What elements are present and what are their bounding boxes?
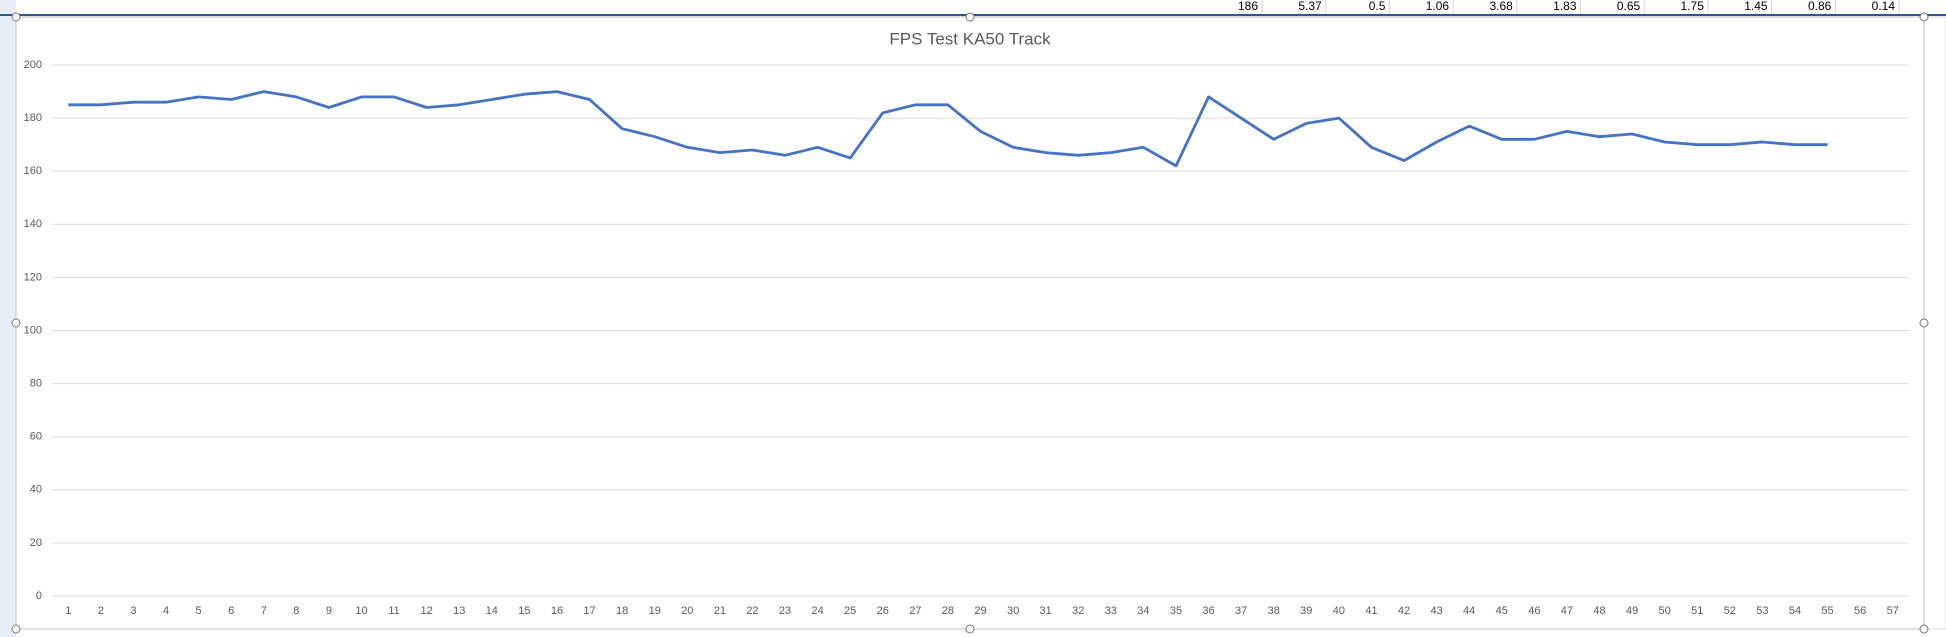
y-tick-label: 180 — [24, 112, 42, 124]
y-tick-label: 20 — [30, 537, 42, 549]
x-tick-label: 44 — [1463, 605, 1475, 617]
x-tick-label: 14 — [486, 605, 498, 617]
cell-value: 186 — [1238, 0, 1258, 13]
x-tick-label: 49 — [1626, 605, 1638, 617]
cell-value: 3.68 — [1489, 0, 1513, 13]
x-tick-label: 37 — [1235, 605, 1247, 617]
x-tick-label: 11 — [388, 605, 399, 617]
x-tick-label: 4 — [163, 605, 169, 617]
cell-value: 1.83 — [1553, 0, 1577, 13]
x-tick-label: 52 — [1724, 605, 1736, 617]
x-tick-label: 35 — [1170, 605, 1182, 617]
x-tick-label: 34 — [1137, 605, 1149, 617]
y-tick-label: 60 — [30, 431, 42, 443]
handles — [11, 12, 1929, 634]
x-tick-label: 28 — [942, 605, 954, 617]
cell-value: 5.37 — [1298, 0, 1322, 13]
x-tick-label: 9 — [326, 605, 332, 617]
y-tick-label: 0 — [36, 590, 42, 602]
x-tick-label: 2 — [98, 605, 104, 617]
chart-frame — [15, 16, 1925, 630]
x-tick-label: 24 — [811, 605, 823, 617]
x-tick-label: 6 — [228, 605, 234, 617]
x-tick-label: 51 — [1691, 605, 1703, 617]
chart-title: FPS Test KA50 Track — [889, 29, 1051, 48]
x-tick-label: 3 — [130, 605, 136, 617]
y-tick-label: 120 — [24, 271, 42, 283]
x-tick-label: 20 — [681, 605, 693, 617]
y-tick-label: 100 — [24, 324, 42, 336]
x-tick-label: 1 — [65, 605, 71, 617]
cell-value: 0.5 — [1369, 0, 1386, 13]
x-tick-label: 27 — [909, 605, 921, 617]
cell-value: 1.06 — [1426, 0, 1450, 13]
x-tick-label: 23 — [779, 605, 791, 617]
x-tick-label: 40 — [1333, 605, 1345, 617]
x-tick-label: 15 — [518, 605, 530, 617]
x-tick-label: 30 — [1007, 605, 1019, 617]
x-tick-label: 21 — [714, 605, 726, 617]
x-tick-label: 16 — [551, 605, 563, 617]
x-tick-label: 42 — [1398, 605, 1410, 617]
x-tick-label: 56 — [1854, 605, 1866, 617]
x-tick-label: 53 — [1756, 605, 1768, 617]
y-tick-label: 200 — [24, 59, 42, 71]
x-tick-label: 10 — [355, 605, 367, 617]
x-tick-label: 5 — [196, 605, 202, 617]
x-tick-label: 25 — [844, 605, 856, 617]
x-tick-label: 54 — [1789, 605, 1801, 617]
series-line — [68, 90, 1828, 168]
x-tick-label: 36 — [1202, 605, 1214, 617]
x-tick-label: 45 — [1496, 605, 1508, 617]
x-tick-label: 47 — [1561, 605, 1573, 617]
x-tick-label: 26 — [877, 605, 889, 617]
cell-value: 0.65 — [1617, 0, 1641, 13]
y-tick-label: 40 — [30, 484, 42, 496]
x-tick-label: 55 — [1821, 605, 1833, 617]
x-tick-label: 17 — [583, 605, 595, 617]
x-tick-label: 43 — [1430, 605, 1442, 617]
x-tick-label: 31 — [1040, 605, 1052, 617]
y-tick-label: 160 — [24, 165, 42, 177]
y-tick-label: 80 — [30, 378, 42, 390]
x-tick-label: 18 — [616, 605, 628, 617]
cell-value: 0.14 — [1872, 0, 1896, 13]
x-tick-label: 57 — [1887, 605, 1899, 617]
cell-value: 1.75 — [1681, 0, 1705, 13]
x-tick-label: 7 — [261, 605, 267, 617]
x-tick-label: 41 — [1365, 605, 1377, 617]
cell-value: 0.86 — [1808, 0, 1832, 13]
x-tick-label: 13 — [453, 605, 465, 617]
x-tick-label: 39 — [1300, 605, 1312, 617]
x-tick-label: 38 — [1268, 605, 1280, 617]
cell-value: 1.45 — [1744, 0, 1768, 13]
y-tick-label: 140 — [24, 218, 42, 230]
x-tick-label: 48 — [1593, 605, 1605, 617]
x-tick-label: 8 — [293, 605, 299, 617]
x-tick-label: 19 — [649, 605, 661, 617]
x-tick-label: 22 — [746, 605, 758, 617]
row-gutter — [0, 0, 16, 637]
x-tick-label: 46 — [1528, 605, 1540, 617]
x-tick-label: 33 — [1105, 605, 1117, 617]
x-tick-label: 12 — [421, 605, 433, 617]
x-tick-label: 50 — [1659, 605, 1671, 617]
x-tick-label: 29 — [974, 605, 986, 617]
x-tick-label: 32 — [1072, 605, 1084, 617]
